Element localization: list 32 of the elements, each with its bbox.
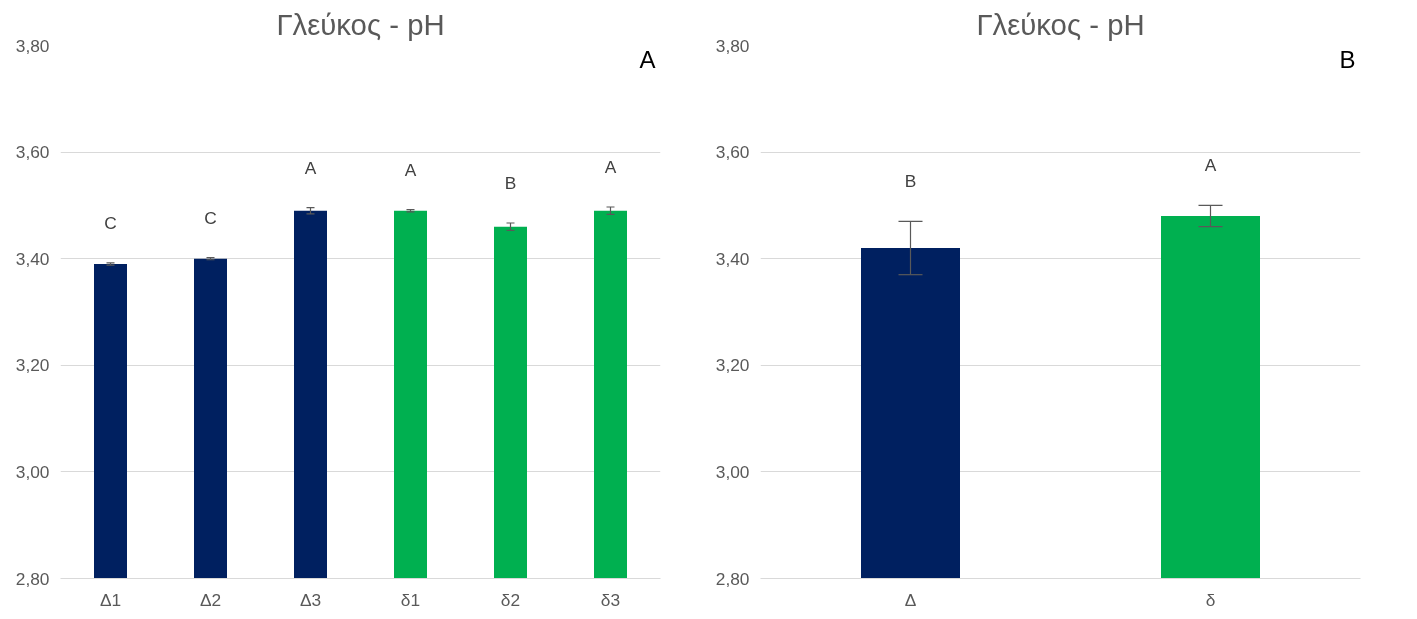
y-tick-label: 3,40: [15, 248, 50, 269]
x-tick-label: Δ: [904, 589, 917, 610]
x-tick-label: Δ2: [199, 589, 222, 610]
annotation: C: [104, 212, 117, 233]
y-tick-label: 2,80: [15, 568, 50, 589]
annotation: A: [1204, 155, 1217, 176]
y-tick-label: 3,60: [15, 142, 50, 163]
x-tick-label: δ3: [600, 589, 621, 610]
x-tick-label: δ1: [400, 589, 421, 610]
x-tick-label: δ: [1205, 589, 1216, 610]
y-tick-label: 3,80: [715, 35, 750, 56]
y-tick-label: 3,60: [715, 142, 750, 163]
y-tick-label: 3,40: [715, 248, 750, 269]
annotation: B: [904, 171, 917, 192]
x-tick-label: δ2: [500, 589, 521, 610]
y-tick-label: 3,00: [715, 461, 750, 482]
y-tick-label: 3,80: [15, 35, 50, 56]
x-tick-label: Δ3: [299, 589, 322, 610]
annotation: B: [504, 172, 517, 193]
y-tick-label: 3,20: [715, 355, 750, 376]
y-tick-label: 2,80: [715, 568, 750, 589]
annotation: B: [1339, 45, 1356, 73]
annotation: A: [404, 159, 417, 180]
x-tick-label: Δ1: [99, 589, 122, 610]
chart-title: Γλεύκος - pH: [276, 7, 445, 41]
annotation: A: [304, 157, 317, 178]
chart-title: Γλεύκος - pH: [976, 7, 1145, 41]
y-tick-label: 3,20: [15, 355, 50, 376]
annotation: A: [639, 45, 656, 73]
annotation: A: [604, 157, 617, 177]
y-tick-label: 3,00: [15, 461, 50, 482]
annotation: C: [204, 207, 217, 228]
